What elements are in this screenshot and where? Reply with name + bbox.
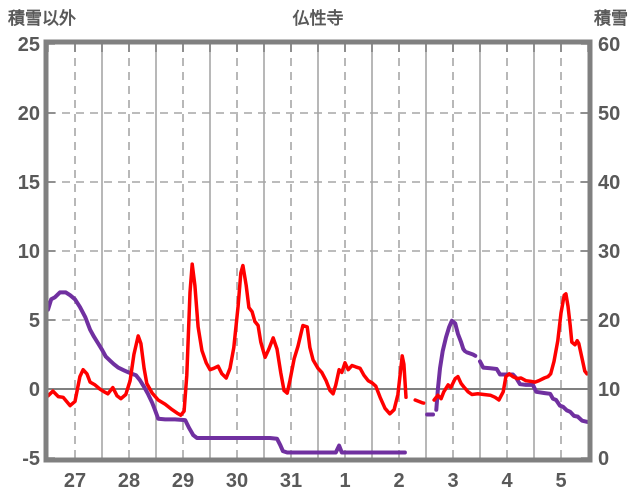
plot-border bbox=[43, 39, 593, 463]
left-axis-tick-label: 20 bbox=[18, 103, 40, 125]
red-line-solid-segment bbox=[46, 262, 408, 417]
left-axis-title: 積雪以外 bbox=[8, 8, 76, 28]
red-line-dashed-segment bbox=[413, 398, 431, 406]
right-axis-title: 積雪 bbox=[594, 8, 628, 28]
purple-line-solid-segment bbox=[434, 318, 467, 412]
right-axis-tick-label: 60 bbox=[598, 34, 620, 56]
x-axis-tick-label: 5 bbox=[555, 470, 566, 492]
x-axis-tick-label: 2 bbox=[393, 470, 404, 492]
purple-line-solid-segment bbox=[478, 359, 590, 425]
x-axis-tick-label: 1 bbox=[339, 470, 350, 492]
right-axis-tick-label: 30 bbox=[598, 241, 620, 263]
x-axis-tick-label: 31 bbox=[280, 470, 302, 492]
x-axis-tick-label: 28 bbox=[118, 470, 140, 492]
right-axis-tick-label: 40 bbox=[598, 172, 620, 194]
left-axis-tick-label: 10 bbox=[18, 241, 40, 263]
left-axis-tick-label: 25 bbox=[18, 34, 40, 56]
left-axis-tick-label: 15 bbox=[18, 172, 40, 194]
left-axis-tick-label: 5 bbox=[29, 310, 40, 332]
x-axis-tick-label: 27 bbox=[64, 470, 86, 492]
right-axis-tick-label: 50 bbox=[598, 103, 620, 125]
x-axis-tick-label: 29 bbox=[172, 470, 194, 492]
purple-line-solid-segment bbox=[46, 290, 407, 455]
purple-line-dashed-segment bbox=[465, 350, 480, 360]
left-axis-tick-label: 0 bbox=[29, 379, 40, 401]
right-axis-tick-label: 10 bbox=[598, 379, 620, 401]
right-axis-tick-label: 20 bbox=[598, 310, 620, 332]
x-axis-tick-label: 4 bbox=[501, 470, 513, 492]
grid-layer bbox=[47, 43, 589, 459]
right-axis-tick-label: 0 bbox=[598, 448, 609, 470]
x-axis-tick-label: 30 bbox=[226, 470, 248, 492]
axis-layer bbox=[43, 39, 593, 463]
x-axis-tick-label: 3 bbox=[447, 470, 458, 492]
series-layer bbox=[46, 262, 590, 455]
red-line-solid-segment bbox=[432, 292, 589, 402]
left-axis-tick-label: -5 bbox=[22, 448, 40, 470]
chart-title: 仏性寺 bbox=[293, 8, 344, 28]
